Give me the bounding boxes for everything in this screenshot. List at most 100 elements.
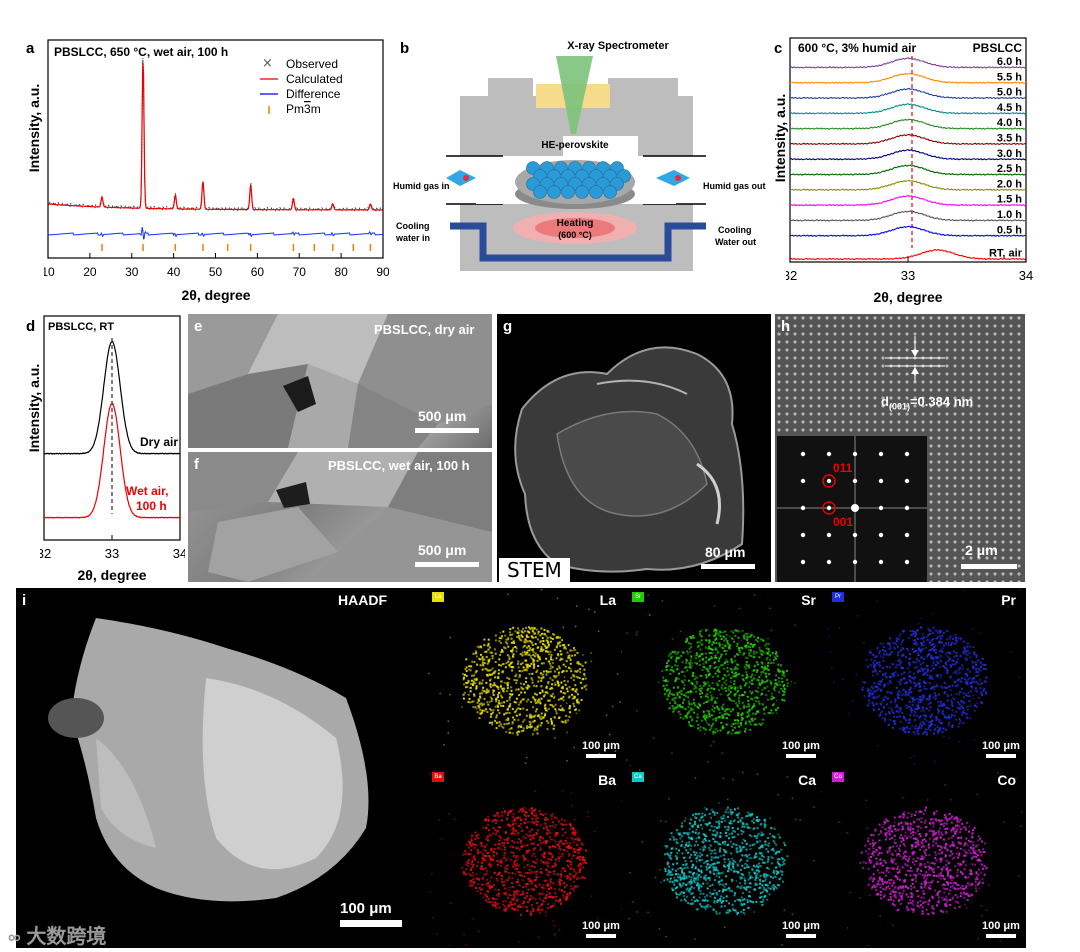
in-situ-xrd-plot: 600 °C, 3% humid air PBSLCC 6.0 h 5.5 h 5.… <box>786 37 1033 305</box>
plot-c-xlabel: 2θ, degree <box>873 289 942 305</box>
plot-a-x-axis: 10 20 30 40 50 60 70 80 90 <box>44 253 389 279</box>
plot-c-title: 600 °C, 3% humid air <box>798 41 917 55</box>
gas-out-particle-icon <box>675 175 681 181</box>
haadf-particle <box>48 618 369 902</box>
heater-core <box>535 218 615 238</box>
plot-a-xlabel: 2θ, degree <box>181 287 250 303</box>
gas-out-label: Humid gas out <box>703 181 766 191</box>
cooling-pipe <box>450 222 706 262</box>
x-tick-label-3: 40 <box>167 265 181 279</box>
stem-mode-label: STEM <box>499 558 570 582</box>
sem-e-scale-label: 500 μm <box>418 408 467 424</box>
x-tick-label-d-0: 32 <box>40 546 51 561</box>
eds-map-pr: Pr Pr 100 μm <box>826 588 1022 766</box>
fft-spot-15 <box>800 532 806 538</box>
trace-7 <box>789 164 1027 176</box>
eds-scale-bar-co <box>986 934 1016 938</box>
fft-spot-11 <box>826 505 832 511</box>
fft-spot-6 <box>826 478 832 484</box>
trace-label-0: 6.0 h <box>997 56 1022 68</box>
fft-spot-9 <box>904 478 910 484</box>
legend-observed: Observed <box>286 57 338 71</box>
trace-11 <box>789 225 1027 237</box>
trace-label-2: 5.0 h <box>997 87 1022 99</box>
eds-map-dots-ba <box>429 772 623 947</box>
eds-scale-label-pr: 100 μm <box>982 740 1020 752</box>
fft-spot-14 <box>904 505 910 511</box>
hrtem-scale-bar <box>961 564 1017 569</box>
watermark-text: 大数跨境 <box>26 926 107 948</box>
gas-out-arrow-icon <box>656 170 690 186</box>
sem-f-scale-label: 500 μm <box>418 542 467 558</box>
panel-label-e: e <box>194 318 203 335</box>
xrd-refinement-plot: PBSLCC, 650 °C, wet air, 100 h × Observe… <box>44 39 389 303</box>
d-spacing-label: d(001)=0.384 nm <box>881 394 973 412</box>
x-tick-label-1: 20 <box>83 265 97 279</box>
plot-c-trace-labels: 6.0 h 5.5 h 5.0 h 4.5 h 4.0 h 3.5 h 3.0 h 2.5 h… <box>989 56 1023 260</box>
trace-8 <box>789 179 1027 192</box>
trace-label-9: 1.5 h <box>997 194 1022 206</box>
x-tick-label-7: 80 <box>334 265 348 279</box>
haadf-label: HAADF <box>338 592 387 608</box>
d-symbol: d <box>881 394 889 409</box>
eds-scale-bar-ba <box>586 934 616 938</box>
trace-3 <box>789 103 1027 115</box>
cooling-out-label-1: Cooling <box>718 225 752 235</box>
trace-label-10: 1.0 h <box>997 209 1022 221</box>
plot-d-xlabel: 2θ, degree <box>77 567 146 583</box>
haadf-scale-bar <box>340 920 402 927</box>
haadf-scale-label: 100 μm <box>340 900 392 917</box>
x-tick-label-4: 50 <box>209 265 223 279</box>
panel-label-g: g <box>503 318 513 335</box>
eds-element-label-ca: Ca <box>798 772 816 788</box>
fft-spot-3 <box>878 451 884 457</box>
trace-10 <box>789 210 1027 222</box>
d-index: (001) <box>888 401 910 412</box>
panel-label-a: a <box>26 40 35 57</box>
fft-spot-5 <box>800 478 806 484</box>
fft-spot-0 <box>800 451 806 457</box>
gas-in-arrow-icon <box>446 170 476 186</box>
eds-map-dots-pr <box>827 588 1021 766</box>
perovskite-particle-26 <box>603 185 617 199</box>
eds-scale-label-sr: 100 μm <box>782 740 820 752</box>
bragg-reflection-ticks <box>101 244 372 251</box>
plot-a-title: PBSLCC, 650 °C, wet air, 100 h <box>54 45 228 59</box>
eds-badge-co: Co <box>832 772 844 782</box>
trace-label-4: 4.0 h <box>997 117 1022 129</box>
eds-map-dots-ca <box>628 769 823 946</box>
x-tick-label-5: 60 <box>251 265 265 279</box>
eds-map-dots-la <box>428 589 623 764</box>
panel-label-c: c <box>774 40 783 57</box>
cooling-in-label-2: water in <box>395 233 430 243</box>
sem-f-texture <box>188 452 492 582</box>
eds-element-label-la: La <box>599 592 616 608</box>
fft-spot-18 <box>878 532 884 538</box>
plot-d-ylabel: Intensity, a.u. <box>26 363 42 453</box>
eds-scale-bar-pr <box>986 754 1016 758</box>
plot-a-ylabel: Intensity, a.u. <box>26 83 42 173</box>
eds-map-la: La La 100 μm <box>426 588 623 766</box>
watermark: ∞ 大数跨境 <box>8 920 106 949</box>
dry-air-trace <box>43 340 181 455</box>
eds-badge-ba: Ba <box>432 772 444 782</box>
sem-f-caption: PBSLCC, wet air, 100 h <box>328 458 470 473</box>
trace-label-6: 3.0 h <box>997 148 1022 160</box>
d-spacing-marker <box>885 336 945 382</box>
fft-spot-4 <box>904 451 910 457</box>
fft-spot-20 <box>800 559 806 565</box>
cooling-in-label-1: Cooling <box>396 221 430 231</box>
wet-air-trace <box>43 402 181 519</box>
x-tick-label-8: 90 <box>376 265 389 279</box>
wet-air-label-1: Wet air, <box>126 484 168 498</box>
trace-9 <box>789 194 1027 207</box>
eds-scale-bar-sr <box>786 754 816 758</box>
difference-pattern <box>47 227 383 240</box>
perovskite-particle-23 <box>561 185 575 199</box>
stem-scale-bar <box>701 564 755 569</box>
plot-c-traces <box>789 57 1027 261</box>
fft-spot-8 <box>878 478 884 484</box>
legend-pm3m: Pm3m <box>286 102 321 116</box>
reactor-schematic: X-ray Spectrometer HE-perovskite Heating… <box>393 40 766 271</box>
fft-inset: 011 001 <box>777 436 927 582</box>
